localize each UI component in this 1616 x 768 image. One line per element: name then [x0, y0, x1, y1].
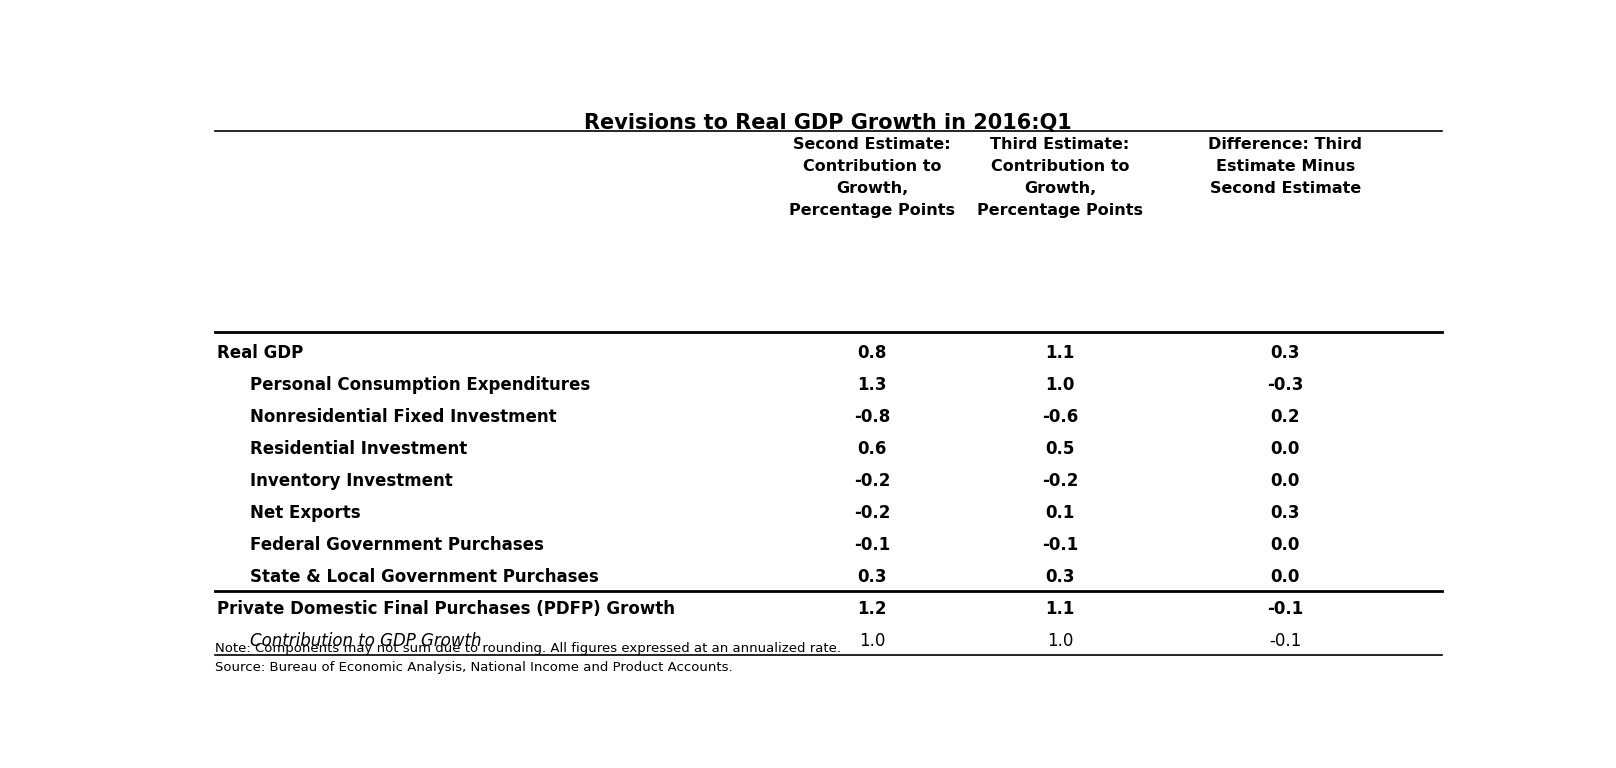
Text: 0.1: 0.1: [1046, 504, 1075, 521]
Text: Residential Investment: Residential Investment: [249, 440, 467, 458]
Text: Nonresidential Fixed Investment: Nonresidential Fixed Investment: [249, 408, 556, 426]
Text: -0.2: -0.2: [853, 472, 890, 490]
Text: State & Local Government Purchases: State & Local Government Purchases: [249, 568, 598, 586]
Text: 1.0: 1.0: [1046, 376, 1075, 394]
Text: Contribution to GDP Growth: Contribution to GDP Growth: [249, 631, 482, 650]
Text: 0.0: 0.0: [1270, 536, 1299, 554]
Text: 0.3: 0.3: [1270, 344, 1301, 362]
Text: 0.0: 0.0: [1270, 472, 1299, 490]
Text: 0.3: 0.3: [856, 568, 887, 586]
Text: -0.1: -0.1: [1042, 536, 1078, 554]
Text: 0.0: 0.0: [1270, 568, 1299, 586]
Text: 1.2: 1.2: [856, 600, 887, 617]
Text: Federal Government Purchases: Federal Government Purchases: [249, 536, 543, 554]
Text: 0.3: 0.3: [1270, 504, 1301, 521]
Text: Third Estimate:
Contribution to
Growth,
Percentage Points: Third Estimate: Contribution to Growth, …: [978, 137, 1143, 218]
Text: -0.2: -0.2: [1042, 472, 1078, 490]
Text: Revisions to Real GDP Growth in 2016:Q1: Revisions to Real GDP Growth in 2016:Q1: [585, 113, 1071, 133]
Text: Net Exports: Net Exports: [249, 504, 360, 521]
Text: 0.3: 0.3: [1046, 568, 1075, 586]
Text: 0.6: 0.6: [858, 440, 887, 458]
Text: Real GDP: Real GDP: [217, 344, 304, 362]
Text: 1.0: 1.0: [858, 631, 886, 650]
Text: 0.2: 0.2: [1270, 408, 1301, 426]
Text: -0.2: -0.2: [853, 504, 890, 521]
Text: -0.1: -0.1: [1269, 631, 1301, 650]
Text: 1.3: 1.3: [856, 376, 887, 394]
Text: 0.5: 0.5: [1046, 440, 1075, 458]
Text: -0.1: -0.1: [853, 536, 890, 554]
Text: -0.1: -0.1: [1267, 600, 1304, 617]
Text: -0.6: -0.6: [1042, 408, 1078, 426]
Text: Second Estimate:
Contribution to
Growth,
Percentage Points: Second Estimate: Contribution to Growth,…: [789, 137, 955, 218]
Text: -0.3: -0.3: [1267, 376, 1304, 394]
Text: -0.8: -0.8: [853, 408, 890, 426]
Text: Private Domestic Final Purchases (PDFP) Growth: Private Domestic Final Purchases (PDFP) …: [217, 600, 675, 617]
Text: 0.8: 0.8: [858, 344, 887, 362]
Text: 1.1: 1.1: [1046, 344, 1075, 362]
Text: Personal Consumption Expenditures: Personal Consumption Expenditures: [249, 376, 590, 394]
Text: 1.0: 1.0: [1047, 631, 1073, 650]
Text: Inventory Investment: Inventory Investment: [249, 472, 452, 490]
Text: 1.1: 1.1: [1046, 600, 1075, 617]
Text: Difference: Third
Estimate Minus
Second Estimate: Difference: Third Estimate Minus Second …: [1209, 137, 1362, 196]
Text: Note: Components may not sum due to rounding. All figures expressed at an annual: Note: Components may not sum due to roun…: [215, 642, 840, 655]
Text: 0.0: 0.0: [1270, 440, 1299, 458]
Text: Source: Bureau of Economic Analysis, National Income and Product Accounts.: Source: Bureau of Economic Analysis, Nat…: [215, 661, 732, 674]
